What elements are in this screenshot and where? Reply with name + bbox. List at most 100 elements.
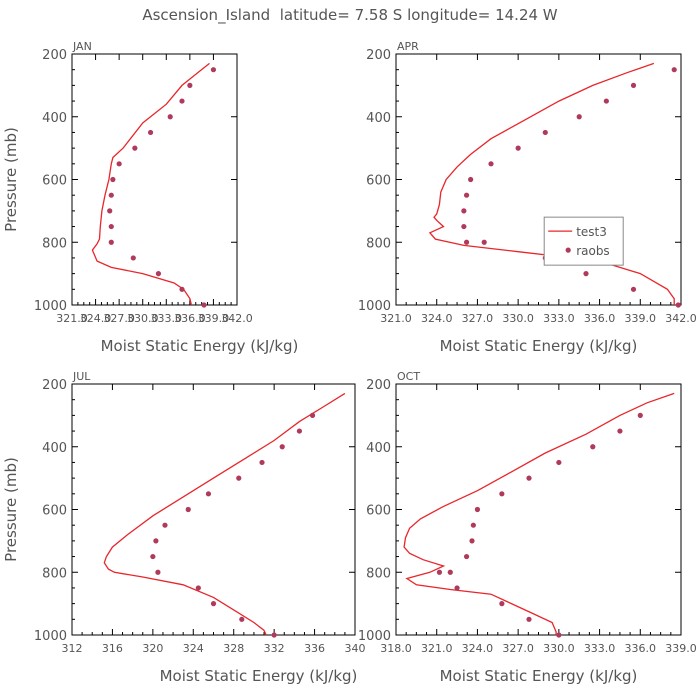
x-tick-label: 339.0: [625, 312, 657, 325]
x-tick-label: 321.0: [421, 642, 453, 655]
x-tick-label: 330.0: [543, 642, 575, 655]
data-point-raobs: [463, 553, 470, 560]
data-point-raobs: [110, 176, 116, 183]
data-point-raobs: [576, 114, 582, 120]
panel-jan: JAN 321.0324.0327.0330.0333.0336.0339.034…: [2, 40, 298, 355]
series-line-test3: [103, 392, 346, 636]
data-point-raobs: [630, 82, 637, 88]
y-tick-label: 200: [366, 378, 391, 393]
x-tick-label: 327.0: [462, 312, 494, 325]
data-point-raobs: [108, 239, 114, 245]
y-tick-label: 600: [366, 174, 391, 189]
data-point-raobs: [296, 428, 303, 434]
data-point-raobs: [499, 601, 505, 607]
data-point-raobs: [461, 223, 467, 230]
data-point-raobs: [474, 506, 481, 513]
x-tick-label: 324.0: [462, 642, 494, 655]
y-axis-label: Pressure (mb): [2, 457, 20, 562]
x-tick-label: 339.0: [665, 642, 697, 655]
data-point-raobs: [205, 491, 212, 497]
x-tick-label: 328: [223, 642, 244, 655]
data-point-raobs: [150, 553, 156, 560]
data-point-raobs: [271, 632, 277, 638]
plot-frame: [71, 53, 238, 306]
data-point-raobs: [481, 239, 487, 245]
data-point-raobs: [259, 459, 265, 466]
y-tick-label: 600: [42, 504, 67, 519]
data-point-raobs: [187, 82, 193, 88]
data-point-raobs: [447, 569, 453, 575]
plot-frame: [395, 53, 682, 306]
x-tick-label: 327.0: [502, 642, 534, 655]
x-tick-label: 336.0: [625, 642, 657, 655]
panel-label: JAN: [72, 40, 92, 53]
x-axis-label: Moist Static Energy (kJ/kg): [440, 337, 638, 355]
panel-apr: APR 321.0 324.0 327.0 330.0 333.0 336.0 339.0 34…: [358, 40, 697, 355]
data-point-raobs: [583, 271, 589, 277]
data-point-raobs: [630, 286, 637, 292]
y-tick-label: 800: [366, 236, 391, 251]
series-line-test3: [91, 62, 210, 306]
data-point-raobs: [107, 208, 113, 214]
data-point-raobs: [488, 161, 494, 167]
data-point-raobs: [153, 538, 159, 544]
data-point-raobs: [236, 475, 242, 481]
x-tick-label: 336: [304, 642, 325, 655]
y-tick-label: 200: [366, 48, 391, 63]
legend-box: [543, 216, 624, 266]
y-tick-label: 200: [42, 48, 67, 63]
data-point-raobs: [469, 538, 475, 544]
data-point-raobs: [147, 129, 154, 136]
data-point-raobs: [603, 98, 609, 104]
data-point-raobs: [637, 412, 643, 418]
panel-jul: JUL 312 316 320 324 328 332 336 340 200 400 600 800 1…: [2, 370, 366, 685]
data-point-raobs: [675, 302, 681, 308]
data-point-raobs: [542, 129, 548, 136]
data-point-raobs: [515, 145, 521, 151]
x-tick-label: 327.0: [103, 312, 135, 325]
data-point-raobs: [116, 161, 122, 167]
y-tick-label: 400: [42, 111, 67, 126]
data-point-raobs: [130, 255, 136, 261]
x-axis-label: Moist Static Energy (kJ/kg): [101, 337, 299, 355]
x-tick-label: 320: [142, 642, 163, 655]
x-tick-label: 324: [183, 642, 204, 655]
legend-label: raobs: [576, 244, 610, 258]
y-tick-label: 400: [366, 111, 391, 126]
y-tick-label: 1000: [34, 299, 67, 314]
data-point-raobs: [463, 239, 470, 245]
data-point-raobs: [556, 459, 562, 466]
y-tick-label: 600: [42, 174, 67, 189]
data-point-raobs: [162, 522, 168, 528]
x-tick-label: 336.0: [174, 312, 206, 325]
y-tick-label: 600: [366, 504, 391, 519]
data-point-raobs: [526, 475, 532, 481]
x-tick-label: 321.0: [380, 312, 412, 325]
data-point-raobs: [167, 114, 173, 120]
data-point-raobs: [132, 145, 138, 151]
x-tick-label: 333.0: [584, 642, 616, 655]
x-tick-label: 333.0: [151, 312, 183, 325]
x-axis-label: Moist Static Energy (kJ/kg): [160, 667, 358, 685]
x-tick-label: 342.0: [665, 312, 697, 325]
legend-label: test3: [576, 225, 607, 239]
y-tick-label: 400: [366, 441, 391, 456]
data-point-raobs: [179, 98, 185, 104]
data-point-raobs: [155, 569, 161, 575]
x-tick-label: 324.0: [421, 312, 453, 325]
data-point-raobs: [499, 491, 505, 497]
y-tick-label: 800: [366, 566, 391, 581]
y-tick-label: 800: [42, 236, 67, 251]
y-tick-label: 400: [42, 441, 67, 456]
data-point-raobs: [210, 601, 217, 607]
data-point-raobs: [590, 444, 596, 450]
x-tick-label: 336.0: [584, 312, 616, 325]
data-point-raobs: [108, 223, 114, 230]
x-tick-label: 332: [264, 642, 285, 655]
data-point-raobs: [617, 428, 623, 434]
data-point-raobs: [526, 616, 532, 622]
x-tick-label: 330.0: [502, 312, 534, 325]
data-point-raobs: [279, 444, 285, 450]
y-tick-label: 200: [42, 378, 67, 393]
